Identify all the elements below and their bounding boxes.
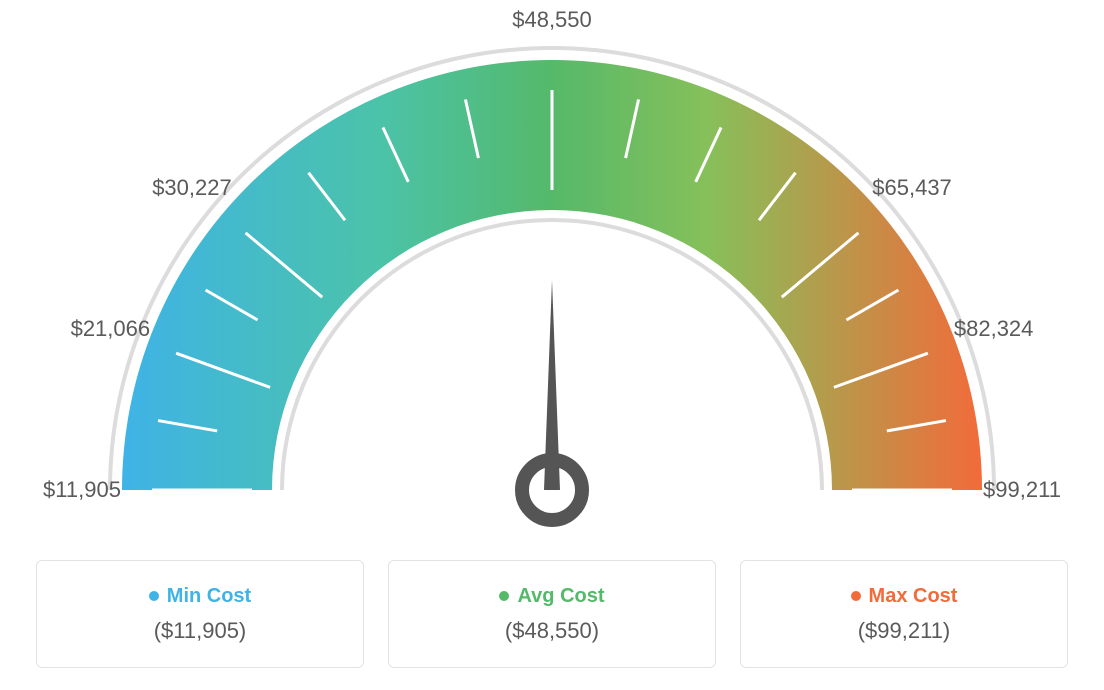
gauge-area: $11,905 $21,066 $30,227 $48,550 $65,437 $82,3… — [0, 0, 1104, 560]
legend-title-max: Max Cost — [851, 585, 958, 608]
legend-card-max: Max Cost ($99,211) — [740, 560, 1068, 668]
gauge-tick-label: $82,324 — [954, 316, 1034, 342]
legend-title-avg: Avg Cost — [499, 585, 604, 608]
legend-value-avg: ($48,550) — [505, 618, 599, 644]
legend-label-min: Min Cost — [167, 585, 251, 608]
gauge-tick-label: $65,437 — [872, 175, 952, 201]
legend-label-avg: Avg Cost — [517, 585, 604, 608]
cost-gauge-container: { "gauge": { "cx": 552, "cy": 490, "r_ou… — [0, 0, 1104, 690]
legend-value-min: ($11,905) — [154, 618, 247, 644]
gauge-tick-label: $99,211 — [983, 477, 1061, 503]
gauge-tick-label: $11,905 — [43, 477, 121, 503]
legend-label-max: Max Cost — [869, 585, 958, 608]
legend-row: Min Cost ($11,905) Avg Cost ($48,550) Ma… — [0, 560, 1104, 690]
gauge-svg — [0, 0, 1104, 560]
legend-value-max: ($99,211) — [858, 618, 951, 644]
gauge-tick-label: $48,550 — [512, 7, 592, 33]
legend-title-min: Min Cost — [149, 585, 251, 608]
gauge-tick-label: $30,227 — [152, 175, 232, 201]
legend-dot-max — [851, 591, 861, 601]
gauge-tick-label: $21,066 — [71, 316, 151, 342]
legend-card-min: Min Cost ($11,905) — [36, 560, 364, 668]
legend-dot-min — [149, 591, 159, 601]
legend-dot-avg — [499, 591, 509, 601]
legend-card-avg: Avg Cost ($48,550) — [388, 560, 716, 668]
